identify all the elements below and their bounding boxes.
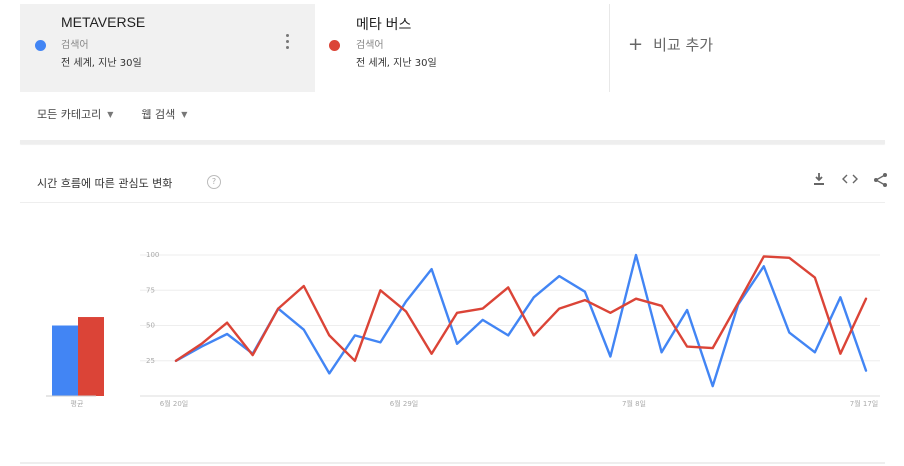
term-name: 메타 버스 (356, 16, 412, 32)
series-line (174, 255, 868, 362)
term-type: 검색어 (61, 40, 89, 51)
category-dropdown[interactable]: 모든 카테고리 ▼ (37, 108, 114, 121)
share-icon[interactable] (872, 172, 890, 192)
series-color-dot (329, 40, 340, 51)
search-terms-bar: METAVERSE 검색어 전 세계, 지난 30일 메타 버스 검색어 전 세… (20, 4, 885, 92)
y-tick-label: 100 (146, 251, 159, 259)
term-scope: 전 세계, 지난 30일 (356, 58, 437, 69)
series-color-dot (35, 40, 46, 51)
y-tick-label: 50 (146, 322, 155, 330)
y-tick-label: 75 (146, 286, 155, 294)
widget-title: 시간 흐름에 따른 관심도 변화 (37, 177, 173, 190)
add-compare-button[interactable]: + 비교 추가 (610, 4, 885, 92)
average-label: 평균 (71, 399, 84, 408)
bottom-divider (20, 462, 885, 464)
term-card-1[interactable]: METAVERSE 검색어 전 세계, 지난 30일 (20, 4, 315, 92)
more-vert-icon[interactable] (286, 34, 290, 50)
x-tick-label: 6월 20일 (160, 399, 188, 408)
average-bar (78, 317, 104, 396)
section-divider (20, 140, 885, 144)
x-tick-label: 7월 17일 (850, 399, 878, 408)
download-icon[interactable] (810, 172, 828, 190)
y-tick-label: 25 (146, 357, 155, 365)
average-bar (52, 325, 78, 396)
x-tick-label: 6월 29일 (390, 399, 418, 408)
embed-icon[interactable] (841, 172, 859, 190)
add-compare-label: 비교 추가 (653, 36, 714, 54)
header-separator (20, 202, 885, 203)
caret-down-icon: ▼ (107, 110, 114, 119)
plus-icon: + (628, 34, 644, 55)
x-tick-label: 7월 8일 (622, 399, 646, 408)
term-name: METAVERSE (61, 14, 146, 30)
term-scope: 전 세계, 지난 30일 (61, 58, 142, 69)
search-type-dropdown[interactable]: 웹 검색 ▼ (141, 108, 188, 121)
term-card-2[interactable]: 메타 버스 검색어 전 세계, 지난 30일 (315, 4, 610, 92)
caret-down-icon: ▼ (181, 110, 188, 119)
filter-bar: 모든 카테고리 ▼ 웹 검색 ▼ (37, 106, 187, 122)
help-icon[interactable]: ? (207, 175, 221, 189)
series-line (174, 253, 868, 388)
term-type: 검색어 (356, 40, 384, 51)
